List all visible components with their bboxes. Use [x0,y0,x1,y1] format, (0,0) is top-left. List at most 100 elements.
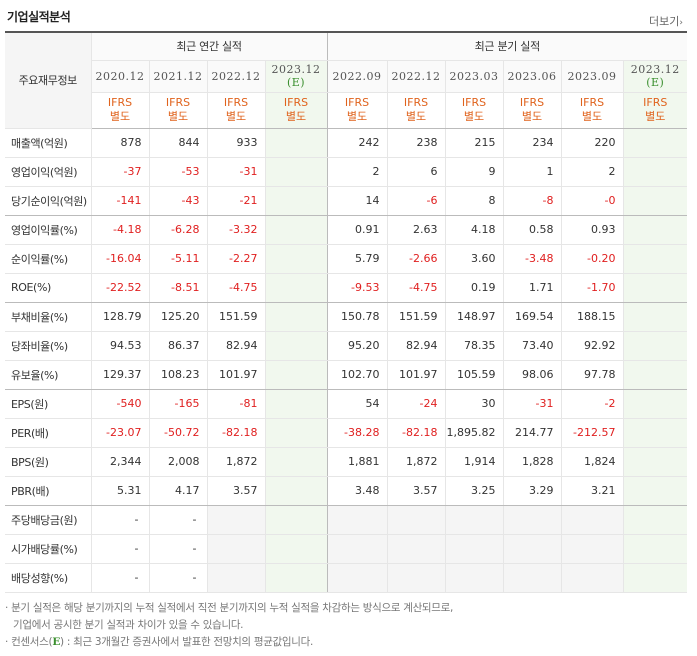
value-cell [326,563,388,593]
value-cell [622,273,688,303]
row-label: EPS(원) [5,389,91,419]
value-cell [444,563,504,593]
value-cell [502,505,562,535]
value-cell: 3.60 [444,244,504,274]
value-cell: 242 [326,128,388,158]
ifrs-label: IFRS [344,96,370,109]
financial-table: 주요재무정보 최근 연간 실적 최근 분기 실적 2020.12 2021.12 2022… [5,31,688,593]
value-cell: 105.59 [444,360,504,390]
table-row: 순이익률(%) -16.04 -5.11 -2.27 5.79 -2.66 3.60 -3.4… [5,244,688,274]
value-cell [622,534,688,564]
value-cell: -2.66 [386,244,446,274]
value-cell: 5.79 [326,244,388,274]
value-cell: 214.77 [502,418,562,448]
row-label: 순이익률(%) [5,244,91,274]
row-label: PER(배) [5,418,91,448]
note-2: · 컨센서스(E) : 최근 3개월간 증권사에서 발표한 전망치의 평균값입니… [5,634,453,651]
value-cell: 1,872 [206,447,265,477]
table-row: 당기순이익(억원) -141 -43 -21 14 -6 8 -8 -0 [5,186,688,216]
ifrs-type: 별도 [581,110,603,123]
row-label: 영업이익률(%) [5,215,91,245]
value-cell [622,476,688,506]
value-cell: 150.78 [326,302,388,332]
value-cell: -53 [148,157,207,187]
value-cell [264,244,328,274]
value-cell [264,273,328,303]
value-cell: 1,828 [502,447,562,477]
period-header: 2022.09 [326,60,388,93]
more-link[interactable]: 더보기› [649,13,683,29]
value-cell: -81 [206,389,265,419]
value-cell [264,186,328,216]
value-cell: 97.78 [560,360,624,390]
value-cell: 1 [502,157,562,187]
value-cell [444,534,504,564]
value-cell [444,505,504,535]
value-cell: 128.79 [90,302,149,332]
ifrs-type: 별도 [405,110,427,123]
table-row: 유보율(%) 129.37 108.23 101.97 102.70 101.97 105.… [5,360,688,390]
value-cell: 8 [444,186,504,216]
period-label: 2022.09 [332,69,382,83]
value-cell: -540 [90,389,149,419]
value-cell [386,505,446,535]
value-cell: 82.94 [206,331,265,361]
row-label: 영업이익(억원) [5,157,91,187]
period-header: 2020.12 [90,60,149,93]
period-label: 2023.03 [449,69,499,83]
value-cell: -2 [560,389,624,419]
ifrs-label: IFRS [165,96,191,109]
value-cell: 188.15 [560,302,624,332]
value-cell: 0.58 [502,215,562,245]
value-cell: 30 [444,389,504,419]
value-cell: 1,824 [560,447,624,477]
period-label: 2020.12 [95,69,145,83]
value-cell: 4.18 [444,215,504,245]
value-cell [206,505,265,535]
value-cell: 94.53 [90,331,149,361]
value-cell: 3.57 [206,476,265,506]
footnotes: · 분기 실적은 해당 분기까지의 누적 실적에서 직전 분기까지의 누적 실적… [5,600,453,651]
value-cell [264,157,328,187]
value-cell: 108.23 [148,360,207,390]
ifrs-header: IFRS 별도 [326,92,388,129]
value-cell: -37 [90,157,149,187]
value-cell: -6 [386,186,446,216]
value-cell [264,505,328,535]
ifrs-header: IFRS 별도 [90,92,149,129]
ifrs-type: 별도 [225,110,247,123]
value-cell [206,534,265,564]
value-cell: 1,914 [444,447,504,477]
value-cell [622,447,688,477]
period-label: 2023.06 [507,69,557,83]
value-cell: 220 [560,128,624,158]
value-cell: 844 [148,128,207,158]
estimate-mark: (E) [286,76,306,89]
value-cell: 234 [502,128,562,158]
ifrs-label: IFRS [461,96,487,109]
value-cell [560,505,624,535]
value-cell: 3.21 [560,476,624,506]
value-cell [206,563,265,593]
note-1-cont: 기업에서 공시한 분기 실적과 차이가 있을 수 있습니다. [13,619,244,631]
annual-group-header: 최근 연간 실적 [90,32,328,61]
value-cell: -38.28 [326,418,388,448]
ifrs-type: 별도 [285,110,307,123]
value-cell [264,128,328,158]
ifrs-type: 별도 [109,110,131,123]
period-label: 2023.12 [630,63,680,76]
value-cell: -82.18 [386,418,446,448]
table-row: 영업이익(억원) -37 -53 -31 2 6 9 1 2 [5,157,688,187]
period-label: 2022.12 [211,69,261,83]
value-cell [622,360,688,390]
value-cell: -21 [206,186,265,216]
period-header: 2023.03 [444,60,504,93]
value-cell: -43 [148,186,207,216]
period-header: 2023.06 [502,60,562,93]
corner-header: 주요재무정보 [5,32,91,129]
table-row: 매출액(억원) 878 844 933 242 238 215 234 220 [5,128,688,158]
value-cell [502,534,562,564]
value-cell: 73.40 [502,331,562,361]
value-cell: 151.59 [206,302,265,332]
